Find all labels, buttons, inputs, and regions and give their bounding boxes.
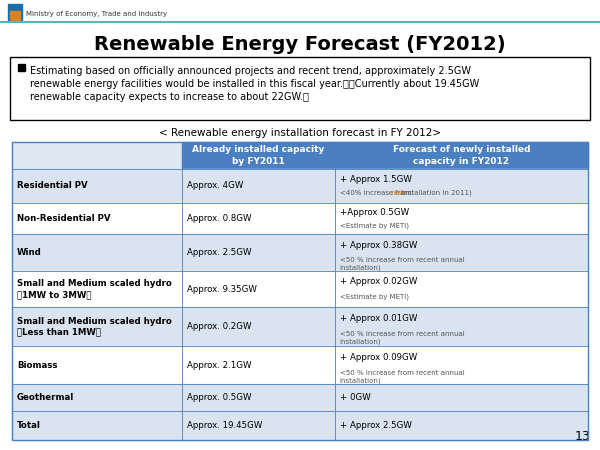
Text: Total: Total [17, 421, 41, 430]
Text: 13: 13 [574, 430, 590, 443]
Text: renewable energy facilities would be installed in this fiscal year.　（Currently a: renewable energy facilities would be ins… [30, 79, 479, 89]
Text: <50 % increase from recent annual
installation): <50 % increase from recent annual instal… [340, 257, 464, 271]
Bar [12, 202, 588, 234]
Text: new: new [391, 190, 406, 196]
Text: Residential PV: Residential PV [17, 181, 88, 190]
Text: + Approx 0.01GW: + Approx 0.01GW [340, 315, 417, 324]
Text: + Approx 0.09GW: + Approx 0.09GW [340, 353, 417, 362]
Text: + Approx 1.5GW: + Approx 1.5GW [340, 175, 412, 184]
Text: Approx. 0.5GW: Approx. 0.5GW [187, 393, 251, 402]
Text: <Estimate by METI): <Estimate by METI) [340, 293, 409, 300]
Text: installation in 2011): installation in 2011) [399, 190, 472, 196]
Text: Renewable Energy Forecast (FY2012): Renewable Energy Forecast (FY2012) [94, 36, 506, 54]
Bar [12, 346, 588, 384]
Text: + Approx 0.38GW: + Approx 0.38GW [340, 241, 417, 250]
Text: Approx. 0.8GW: Approx. 0.8GW [187, 214, 251, 223]
Bar [12, 411, 588, 440]
Text: <Estimate by METI): <Estimate by METI) [340, 222, 409, 229]
Text: +Approx 0.5GW: +Approx 0.5GW [340, 207, 409, 216]
Text: Forecast of newly installed
capacity in FY2012: Forecast of newly installed capacity in … [392, 145, 530, 166]
Bar [12, 271, 588, 307]
Text: Estimating based on officially announced projects and recent trend, approximatel: Estimating based on officially announced… [30, 66, 471, 76]
Bar [12, 307, 588, 346]
Text: renewable capacity expects to increase to about 22GW.）: renewable capacity expects to increase t… [30, 92, 309, 102]
Bar [12, 142, 182, 169]
Text: Geothermal: Geothermal [17, 393, 74, 402]
Text: Approx. 19.45GW: Approx. 19.45GW [187, 421, 262, 430]
Bar [335, 142, 588, 169]
Text: Non-Residential PV: Non-Residential PV [17, 214, 110, 223]
Text: + 0GW: + 0GW [340, 393, 370, 402]
Bar [18, 64, 25, 71]
Bar [12, 142, 588, 440]
Text: Wind: Wind [17, 248, 42, 257]
Text: Ministry of Economy, Trade and Industry: Ministry of Economy, Trade and Industry [26, 11, 167, 17]
Text: + Approx 2.5GW: + Approx 2.5GW [340, 421, 412, 430]
Text: <40% increase from: <40% increase from [340, 190, 413, 196]
Text: Approx. 2.5GW: Approx. 2.5GW [187, 248, 251, 257]
Bar [182, 142, 335, 169]
Bar [10, 57, 590, 120]
Text: Biomass: Biomass [17, 360, 58, 369]
Bar [12, 384, 588, 411]
Bar [12, 169, 588, 202]
Text: <50 % increase from recent annual
installation): <50 % increase from recent annual instal… [340, 331, 464, 345]
Text: < Renewable energy installation forecast in FY 2012>: < Renewable energy installation forecast… [159, 128, 441, 138]
Text: Approx. 4GW: Approx. 4GW [187, 181, 243, 190]
Text: Small and Medium scaled hydro
（1MW to 3MW）: Small and Medium scaled hydro （1MW to 3M… [17, 279, 172, 299]
Bar [8, 4, 22, 20]
Text: Approx. 2.1GW: Approx. 2.1GW [187, 360, 251, 369]
Bar [10, 11, 20, 20]
Text: Already installed capacity
by FY2011: Already installed capacity by FY2011 [192, 145, 325, 166]
Text: Small and Medium scaled hydro
（Less than 1MW）: Small and Medium scaled hydro （Less than… [17, 316, 172, 337]
Text: Approx. 9.35GW: Approx. 9.35GW [187, 284, 257, 293]
Text: + Approx 0.02GW: + Approx 0.02GW [340, 277, 417, 286]
Bar [12, 234, 588, 271]
Text: Approx. 0.2GW: Approx. 0.2GW [187, 322, 251, 331]
Text: <50 % increase from recent annual
installation): <50 % increase from recent annual instal… [340, 369, 464, 384]
